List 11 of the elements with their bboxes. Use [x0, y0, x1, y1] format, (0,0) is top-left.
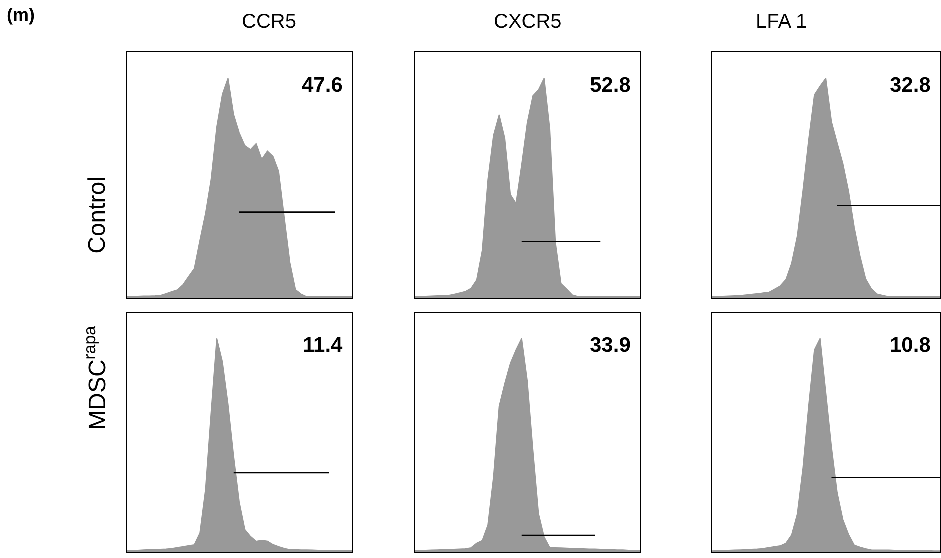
annotation: 11.4: [303, 334, 344, 357]
annotation: 47.6: [302, 74, 343, 97]
text: (m): [7, 5, 35, 25]
chart-title: CXCR5: [494, 11, 562, 33]
chart-title: CCR5: [242, 11, 296, 33]
annotation: 33.9: [590, 334, 631, 357]
annotation: 32.8: [890, 74, 932, 97]
annotation: 52.8: [590, 74, 632, 97]
annotation: 10.8: [890, 334, 932, 357]
y-axis-title: Control: [84, 176, 111, 254]
chart-title: LFA 1: [756, 11, 808, 33]
